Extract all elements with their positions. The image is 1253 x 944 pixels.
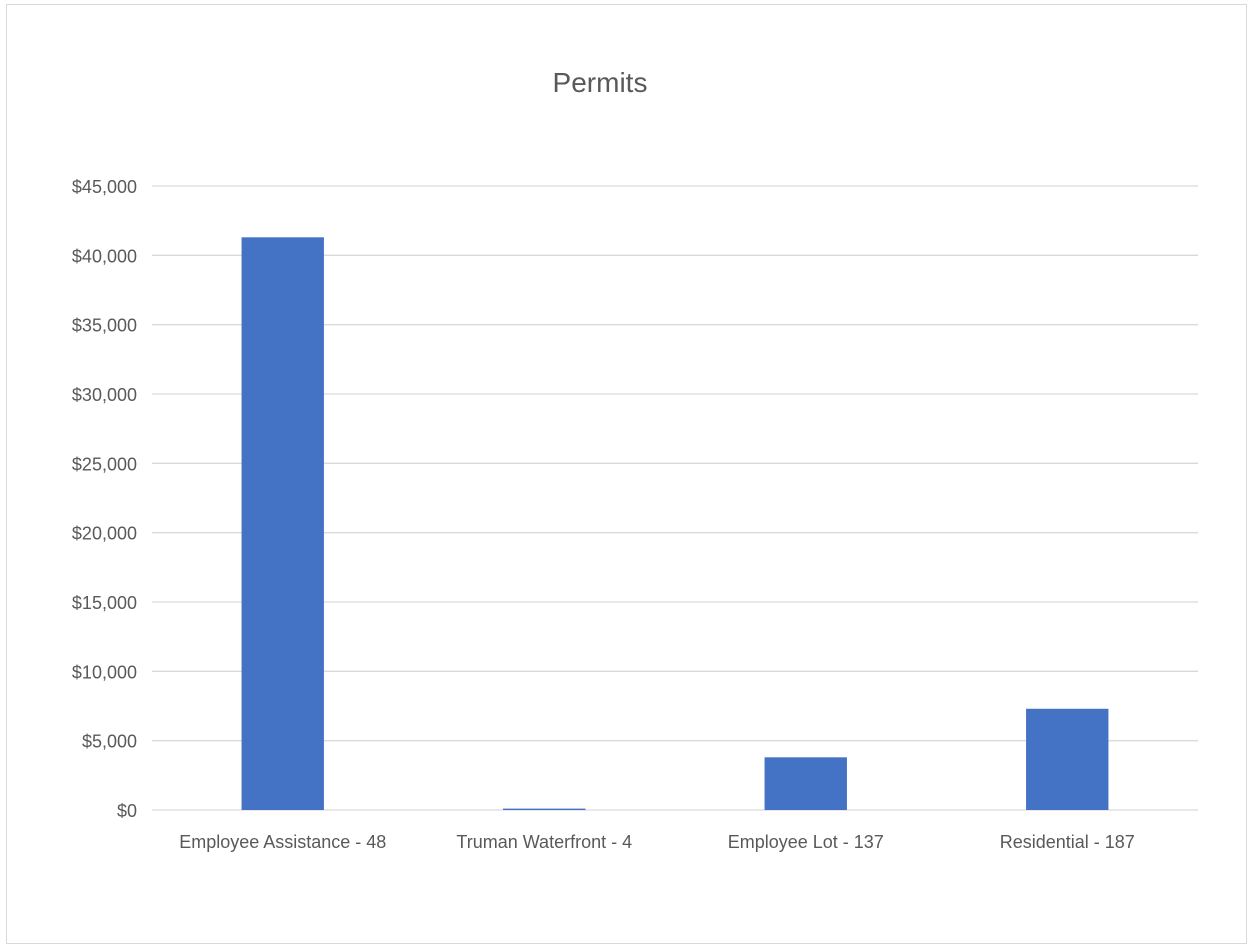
chart-title: Permits: [553, 67, 648, 98]
x-tick-label: Residential - 187: [1000, 832, 1135, 852]
gridlines: [152, 185, 1198, 811]
y-tick-label: $25,000: [72, 454, 137, 474]
x-axis-ticks: Employee Assistance - 48 Truman Waterfron…: [179, 832, 1135, 852]
y-tick-label: $40,000: [72, 246, 137, 266]
bar: [241, 237, 324, 811]
y-tick-label: $45,000: [72, 177, 137, 197]
y-axis-ticks: $0 $5,000 $10,000 $15,000 $20,000 $25,000 $30,…: [72, 177, 137, 821]
x-tick-label: Employee Assistance - 48: [179, 832, 386, 852]
y-tick-label: $30,000: [72, 385, 137, 405]
bar: [503, 808, 586, 810]
y-tick-label: $5,000: [82, 732, 137, 752]
y-tick-label: $20,000: [72, 524, 137, 544]
x-tick-label: Truman Waterfront - 4: [456, 832, 632, 852]
y-tick-label: $15,000: [72, 593, 137, 613]
bars: [241, 237, 1109, 811]
bar: [764, 757, 847, 810]
y-tick-label: $0: [117, 801, 137, 821]
x-tick-label: Employee Lot - 137: [728, 832, 884, 852]
y-tick-label: $10,000: [72, 662, 137, 682]
bar: [1026, 708, 1109, 810]
y-tick-label: $35,000: [72, 316, 137, 336]
